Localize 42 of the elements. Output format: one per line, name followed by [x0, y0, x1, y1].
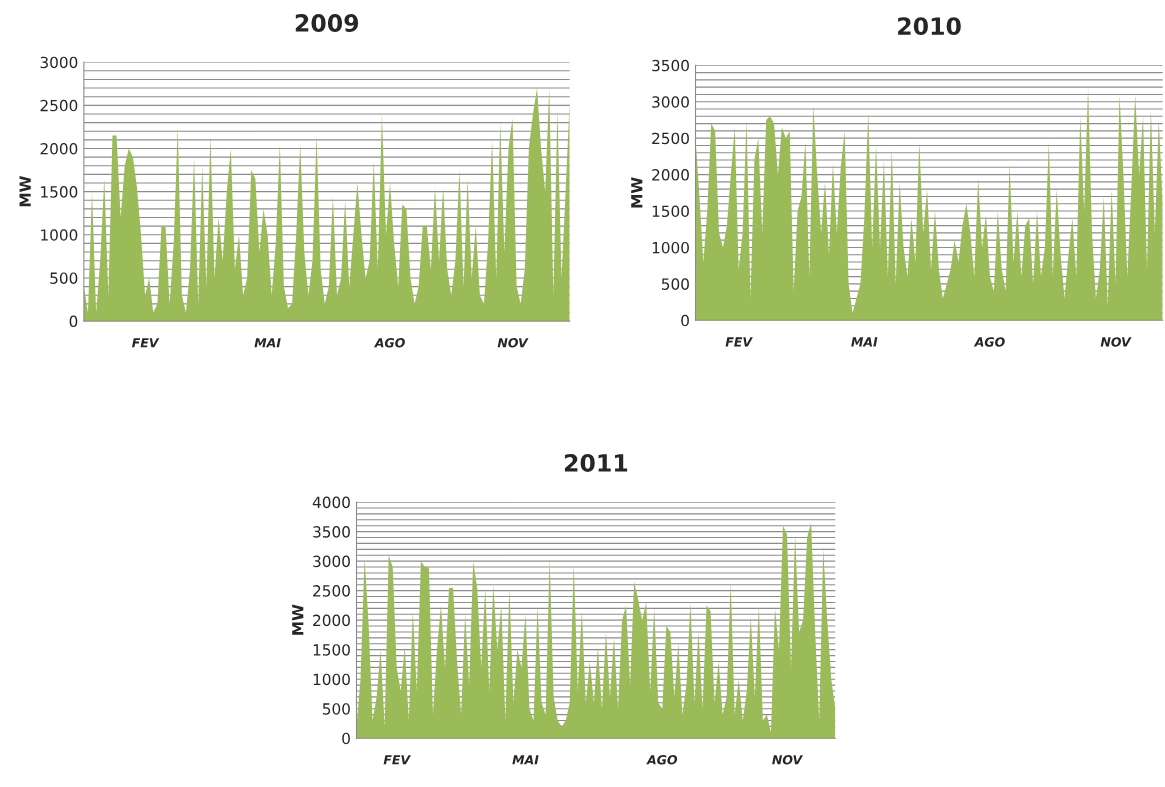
y-tick-label: 1000 [41, 229, 78, 241]
y-tick-label: 1000 [652, 241, 689, 254]
y-tick-label: 0 [342, 732, 350, 745]
chart-title: 2011 [564, 454, 628, 472]
x-tick-label: MAI [512, 755, 539, 765]
x-tick-label: NOV [772, 755, 803, 765]
y-tick-label: 2000 [40, 142, 78, 155]
y-tick-label: 500 [50, 272, 78, 284]
y-tick-label: 1000 [313, 673, 350, 686]
x-tick-label: FEV [725, 337, 753, 347]
y-tick-label: 1500 [41, 186, 78, 198]
y-tick-label: 500 [322, 703, 350, 715]
y-tick-label: 2500 [313, 585, 350, 597]
y-tick-label: 3000 [652, 96, 689, 108]
x-tick-label: NOV [497, 337, 529, 348]
y-tick-label: 0 [681, 314, 689, 327]
x-tick-label: MAI [254, 338, 281, 348]
y-axis-title: MW [19, 176, 31, 207]
y-tick-label: 3500 [652, 59, 689, 72]
y-axis-title: MW [631, 177, 643, 208]
y-tick-label: 1500 [652, 205, 689, 218]
y-tick-label: 2000 [652, 169, 689, 181]
y-tick-label: 4000 [312, 496, 350, 509]
x-tick-label: AGO [646, 755, 678, 765]
x-tick-label: MAI [851, 337, 878, 347]
chart-title: 2010 [898, 17, 961, 36]
x-tick-label: NOV [1100, 337, 1132, 347]
x-tick-label: AGO [373, 337, 405, 348]
y-tick-label: 0 [69, 315, 78, 328]
y-tick-label: 3000 [313, 555, 350, 568]
y-tick-label: 2500 [40, 99, 78, 112]
y-tick-label: 3000 [40, 56, 78, 69]
y-tick-label: 2000 [313, 614, 350, 627]
x-tick-label: AGO [973, 337, 1005, 347]
y-tick-label: 3500 [313, 526, 350, 538]
y-tick-label: 500 [661, 278, 689, 290]
x-tick-label: FEV [383, 755, 411, 765]
y-axis-title: MW [292, 604, 304, 635]
chart-title: 2009 [295, 14, 359, 32]
x-tick-label: FEV [132, 338, 160, 348]
y-tick-label: 2500 [652, 132, 689, 145]
y-tick-label: 1500 [313, 644, 350, 656]
